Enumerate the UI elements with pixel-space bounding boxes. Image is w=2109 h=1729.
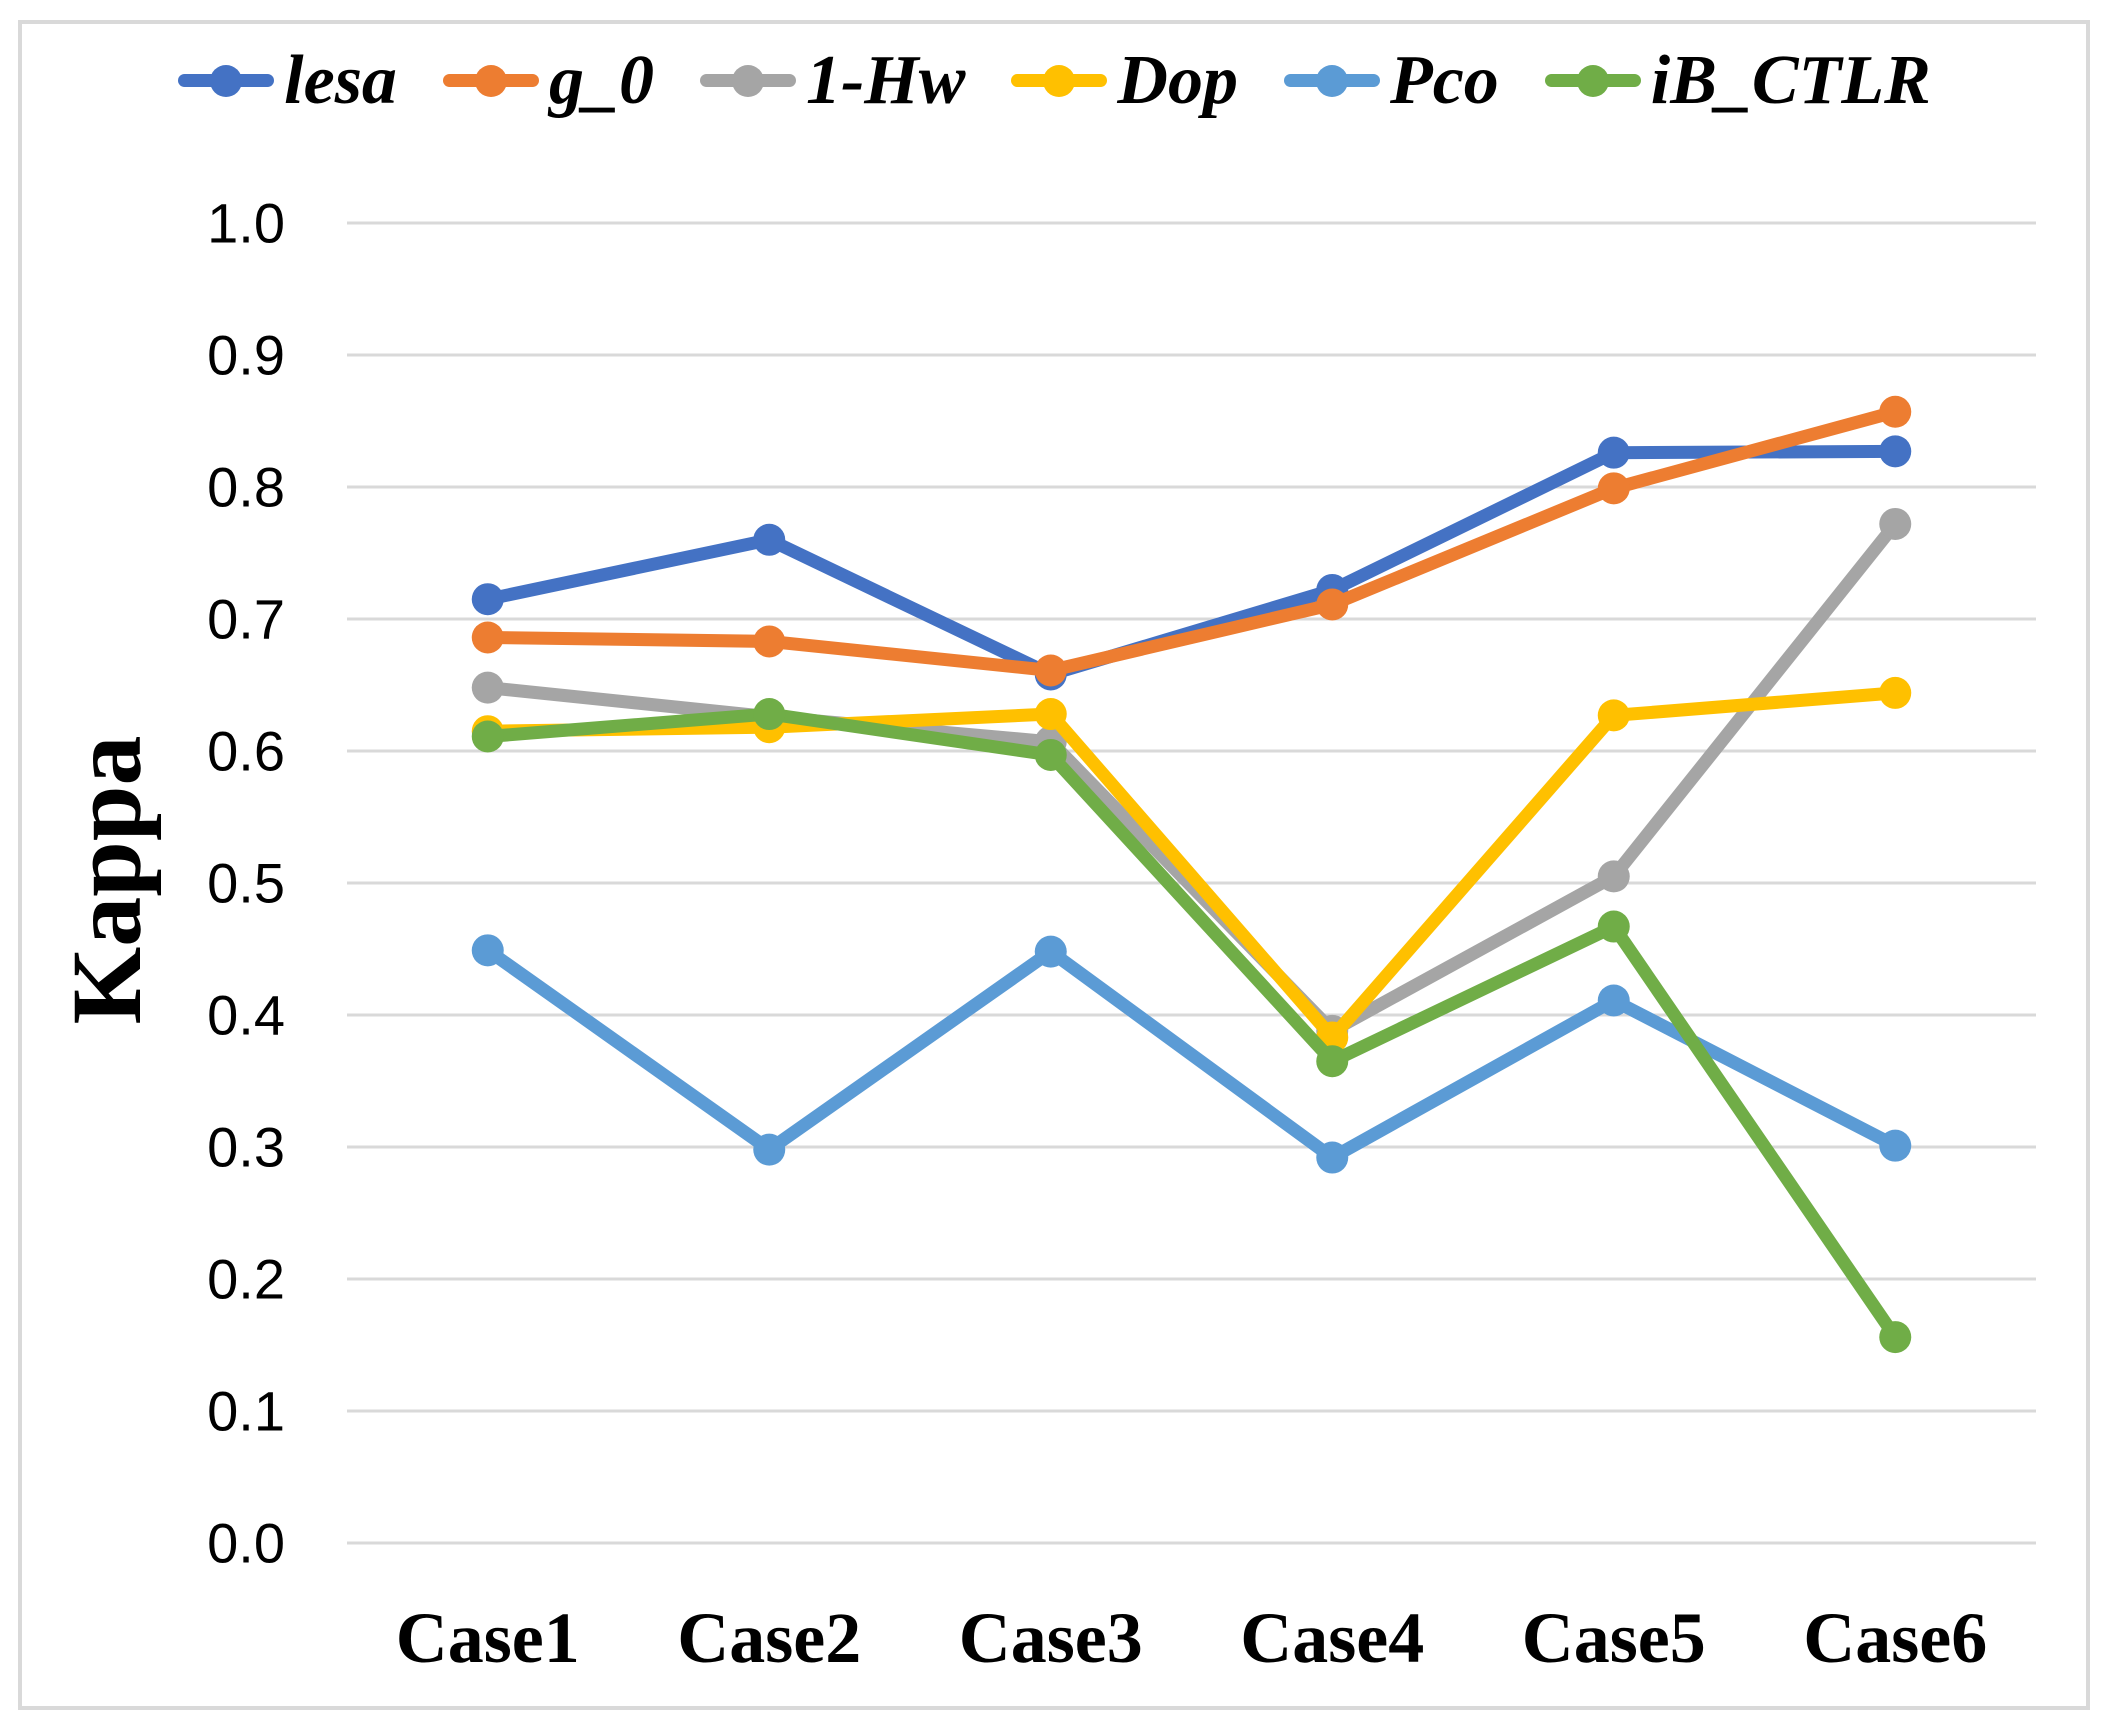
legend-marker-icon-g_0	[442, 64, 539, 97]
y-tick-label-1.0: 1.0	[207, 192, 285, 255]
series-1-Hw-line	[481, 517, 1902, 1038]
legend-item-lesa: lesa	[178, 44, 397, 118]
series-lesa-marker-Case5	[1597, 436, 1630, 469]
legend-dot-icon	[1315, 64, 1348, 97]
legend-marker-icon-Dop	[1011, 64, 1108, 97]
series-g_0-marker-Case6	[1879, 395, 1912, 428]
y-tick-label-0.1: 0.1	[207, 1380, 285, 1443]
series-Pco-marker-Case2	[753, 1133, 786, 1166]
x-tick-label-Case5: Case5	[1522, 1598, 1706, 1678]
y-tick-label-0.5: 0.5	[207, 852, 285, 915]
series-iB_CTLR-marker-Case1	[471, 720, 504, 753]
legend-item-iB_CTLR: iB_CTLR	[1544, 42, 1931, 119]
series-1-Hw-marker-Case1	[471, 671, 504, 704]
y-tick-label-0.7: 0.7	[207, 588, 285, 651]
legend-item-Pco: Pco	[1283, 42, 1499, 119]
legend-dot-icon	[1576, 64, 1609, 97]
y-tick-label-0.3: 0.3	[207, 1116, 285, 1179]
series-Pco-marker-Case3	[1034, 935, 1067, 968]
x-tick-label-Case3: Case3	[959, 1598, 1143, 1678]
legend-item-g_0: g_0	[442, 42, 654, 119]
legend-item-Dop: Dop	[1011, 44, 1238, 118]
series-iB_CTLR-marker-Case6	[1879, 1321, 1912, 1354]
series-lesa-marker-Case6	[1879, 435, 1912, 468]
series-iB_CTLR-marker-Case5	[1597, 910, 1630, 943]
series-Dop-marker-Case3	[1034, 698, 1067, 731]
legend-marker-icon-lesa	[178, 64, 275, 97]
legend-label-Dop: Dop	[1117, 42, 1238, 119]
series-Dop-marker-Case6	[1879, 676, 1912, 709]
series-Pco-marker-Case5	[1597, 984, 1630, 1017]
legend-marker-icon-1-Hw	[699, 64, 796, 97]
legend-label-g_0: g_0	[548, 42, 654, 119]
legend-marker-icon-Pco	[1283, 64, 1380, 97]
y-tick-label-0.6: 0.6	[207, 720, 285, 783]
legend-dot-icon	[474, 64, 507, 97]
legend-label-Pco: Pco	[1389, 42, 1499, 119]
legend-marker-icon-iB_CTLR	[1544, 64, 1641, 97]
y-tick-label-0.4: 0.4	[207, 984, 285, 1047]
legend-item-1-Hw: 1-Hw	[699, 42, 966, 119]
series-iB_CTLR-marker-Case4	[1316, 1045, 1349, 1078]
series-g_0-marker-Case5	[1597, 472, 1630, 505]
series-g_0-marker-Case4	[1316, 588, 1349, 621]
series-Pco-line	[481, 943, 1902, 1165]
legend-label-iB_CTLR: iB_CTLR	[1650, 42, 1931, 119]
series-Pco-marker-Case1	[471, 934, 504, 967]
series-Dop-line	[481, 686, 1902, 1044]
series-g_0-marker-Case2	[753, 625, 786, 658]
x-tick-label-Case2: Case2	[677, 1598, 861, 1678]
y-tick-label-0.2: 0.2	[207, 1248, 285, 1311]
y-tick-label-0.8: 0.8	[207, 456, 285, 519]
series-1-Hw-marker-Case5	[1597, 860, 1630, 893]
series-iB_CTLR-line	[481, 707, 1902, 1344]
series-1-Hw-marker-Case6	[1879, 507, 1912, 540]
legend-label-1-Hw: 1-Hw	[805, 42, 966, 119]
legend-dot-icon	[210, 64, 243, 97]
series-lesa-marker-Case1	[471, 583, 504, 616]
series-Dop-marker-Case5	[1597, 699, 1630, 732]
series-iB_CTLR-marker-Case2	[753, 698, 786, 731]
y-axis-title: Kappa	[51, 735, 162, 1024]
series-Pco-marker-Case4	[1316, 1141, 1349, 1174]
y-tick-label-0.9: 0.9	[207, 324, 285, 387]
x-tick-label-Case6: Case6	[1803, 1598, 1987, 1678]
series-lesa-marker-Case2	[753, 523, 786, 556]
legend-label-lesa: lesa	[284, 42, 397, 119]
series-g_0-marker-Case3	[1034, 654, 1067, 687]
legend-dot-icon	[731, 64, 764, 97]
x-tick-label-Case1: Case1	[396, 1598, 580, 1678]
y-tick-label-0.0: 0.0	[207, 1512, 285, 1575]
series-g_0-marker-Case1	[471, 621, 504, 654]
series-g_0-line	[481, 405, 1902, 677]
series-Pco-marker-Case6	[1879, 1129, 1912, 1162]
legend: lesa g_0 1-Hw Dop Pco iB_CTLR	[0, 44, 2109, 118]
series-iB_CTLR-marker-Case3	[1034, 738, 1067, 771]
legend-dot-icon	[1043, 64, 1076, 97]
x-tick-label-Case4: Case4	[1240, 1598, 1424, 1678]
